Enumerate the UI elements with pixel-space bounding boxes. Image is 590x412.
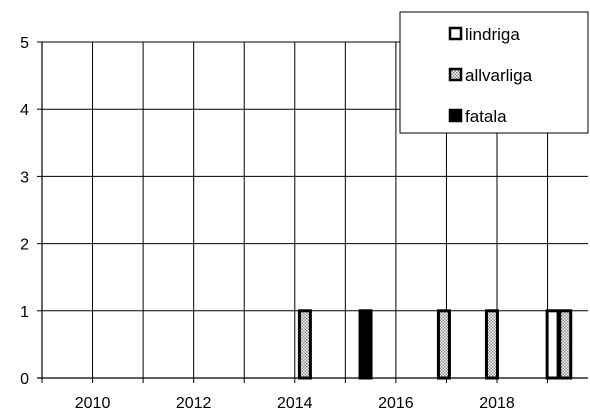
legend-label-allvarliga: allvarliga xyxy=(465,66,533,85)
bar-allvarliga xyxy=(436,309,451,380)
y-tick-label: 1 xyxy=(20,304,29,321)
bar-allvarliga xyxy=(297,309,312,380)
legend-box xyxy=(399,11,589,134)
legend: lindriga allvarliga fatala xyxy=(399,11,589,134)
y-tick-label: 3 xyxy=(20,169,29,186)
legend-label-lindriga: lindriga xyxy=(465,25,520,44)
bar-allvarliga xyxy=(558,309,573,380)
x-tick-label: 2016 xyxy=(378,395,414,412)
legend-swatch-lindriga xyxy=(448,26,463,41)
y-tick-label: 5 xyxy=(20,35,29,52)
legend-swatch-allvarliga xyxy=(448,67,463,82)
bar-allvarliga xyxy=(484,309,499,380)
bar-lindriga xyxy=(545,309,560,380)
bars xyxy=(297,309,573,380)
tick-labels: 0 1 2 3 4 5 2010 2012 2014 2016 2018 xyxy=(20,35,515,412)
y-tick-label: 2 xyxy=(20,237,29,254)
x-tick-label: 2018 xyxy=(479,395,515,412)
x-tick-label: 2012 xyxy=(176,395,212,412)
y-tick-label: 4 xyxy=(20,102,29,119)
x-tick-label: 2010 xyxy=(75,395,111,412)
legend-swatch-fatala xyxy=(448,108,463,123)
bar-fatala xyxy=(358,309,373,380)
legend-label-fatala: fatala xyxy=(465,107,507,126)
y-tick-label: 0 xyxy=(20,371,29,388)
x-tick-label: 2014 xyxy=(277,395,313,412)
